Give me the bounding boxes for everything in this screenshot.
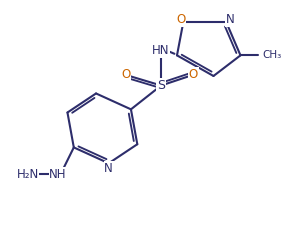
Text: S: S <box>157 79 165 92</box>
Text: HN: HN <box>152 44 170 57</box>
Text: NH: NH <box>49 168 67 181</box>
Text: N: N <box>226 13 234 26</box>
Text: CH₃: CH₃ <box>263 50 282 60</box>
Text: O: O <box>189 68 198 81</box>
Text: N: N <box>104 162 113 175</box>
Text: H₂N: H₂N <box>17 168 39 181</box>
Text: O: O <box>121 68 130 81</box>
Text: O: O <box>176 13 185 26</box>
